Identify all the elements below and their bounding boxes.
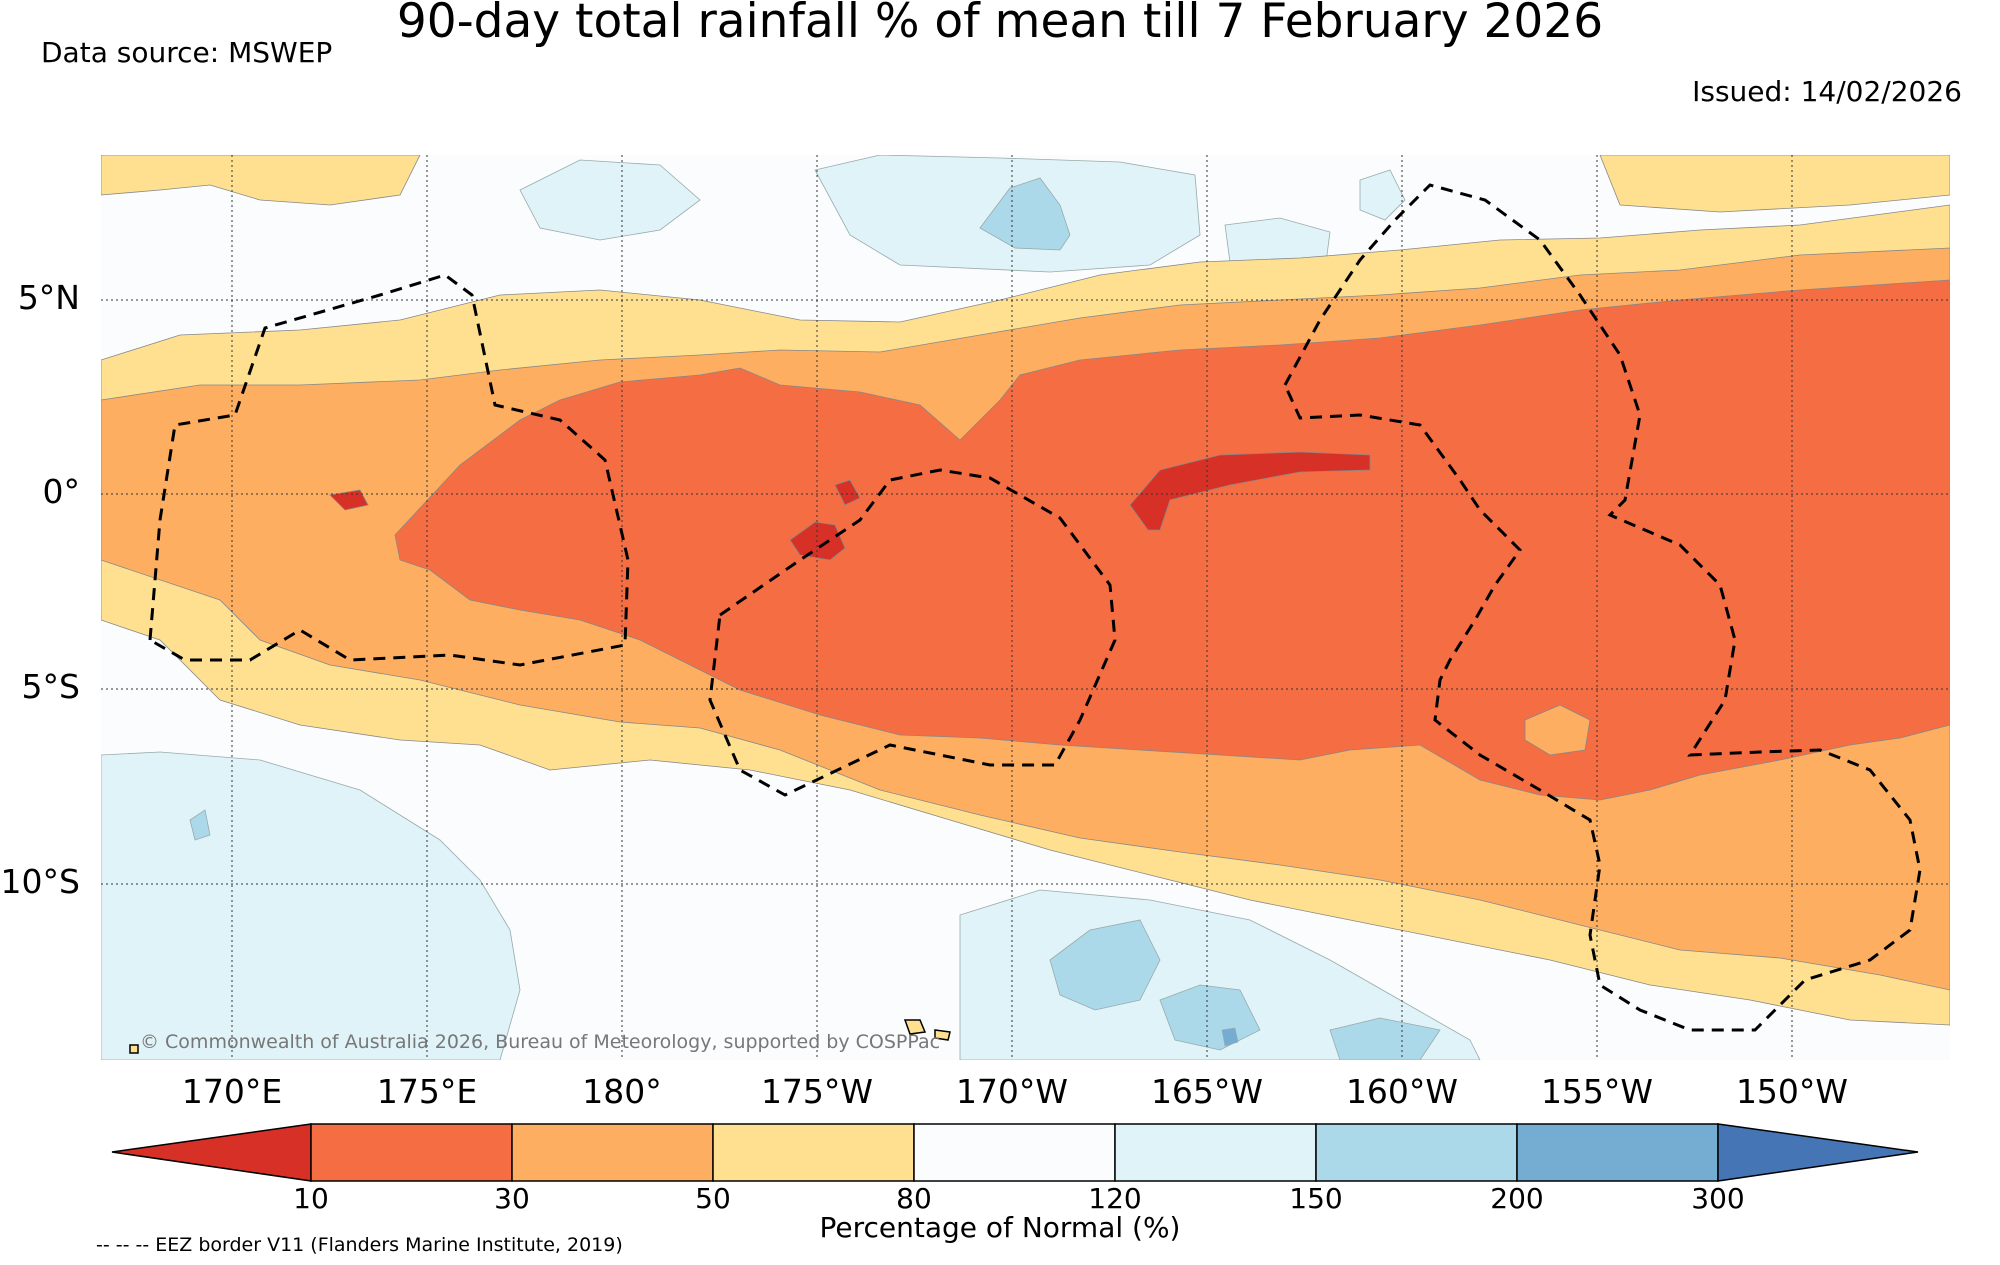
colorbar-segment-80-120	[913, 1123, 1116, 1182]
eez-legend-note: -- -- -- EEZ border V11 (Flanders Marine…	[96, 1234, 623, 1256]
lon-label-150w: 150°W	[1735, 1072, 1849, 1111]
lon-label-170e: 170°E	[181, 1072, 283, 1111]
lon-label-175e: 175°E	[376, 1072, 478, 1111]
map-area	[101, 155, 1950, 1060]
lat-label-5s: 5°S	[21, 667, 80, 706]
colorbar-segment-gt300	[1717, 1123, 1919, 1182]
colorbar-segment-lt10	[111, 1123, 312, 1182]
lon-label-155w: 155°W	[1540, 1072, 1654, 1111]
lon-label-170w: 170°W	[955, 1072, 1069, 1111]
colorbar-tick-150: 150	[1289, 1182, 1343, 1215]
colorbar-segment-150-200	[1315, 1123, 1518, 1182]
lat-label-0: 0°	[42, 472, 81, 511]
colorbar-title: Percentage of Normal (%)	[819, 1211, 1181, 1244]
colorbar-tick-80: 80	[896, 1182, 932, 1215]
eez-borders	[148, 183, 1922, 1032]
colorbar-tick-120: 120	[1088, 1182, 1142, 1215]
lon-label-175w: 175°W	[760, 1072, 874, 1111]
band-below-10	[329, 451, 1371, 561]
lon-label-160w: 160°W	[1345, 1072, 1459, 1111]
issued-date: Issued: 14/02/2026	[1692, 75, 1962, 108]
colorbar-tick-50: 50	[695, 1182, 731, 1215]
lat-label-10s: 10°S	[0, 862, 80, 901]
band-10-30	[394, 279, 1950, 801]
islands	[129, 1019, 951, 1054]
colorbar-tick-10: 10	[293, 1182, 329, 1215]
graticule	[101, 155, 1950, 1060]
colorbar-segment-10-30	[310, 1123, 513, 1182]
copyright-notice: © Commonwealth of Australia 2026, Bureau…	[140, 1031, 941, 1053]
lat-label-5n: 5°N	[17, 278, 80, 317]
colorbar-tick-200: 200	[1490, 1182, 1544, 1215]
colorbar-tick-300: 300	[1691, 1182, 1745, 1215]
colorbar-segment-120-150	[1114, 1123, 1317, 1182]
colorbar-tick-30: 30	[494, 1182, 530, 1215]
colorbar-segment-200-300	[1516, 1123, 1719, 1182]
colorbar-segment-30-50	[511, 1123, 714, 1182]
colorbar-segment-50-80	[712, 1123, 915, 1182]
lon-label-165w: 165°W	[1150, 1072, 1264, 1111]
colorbar	[111, 1123, 1919, 1182]
map-title: 90-day total rainfall % of mean till 7 F…	[396, 0, 1604, 49]
data-source-label: Data source: MSWEP	[41, 36, 333, 69]
lon-label-180: 180°	[582, 1072, 662, 1111]
